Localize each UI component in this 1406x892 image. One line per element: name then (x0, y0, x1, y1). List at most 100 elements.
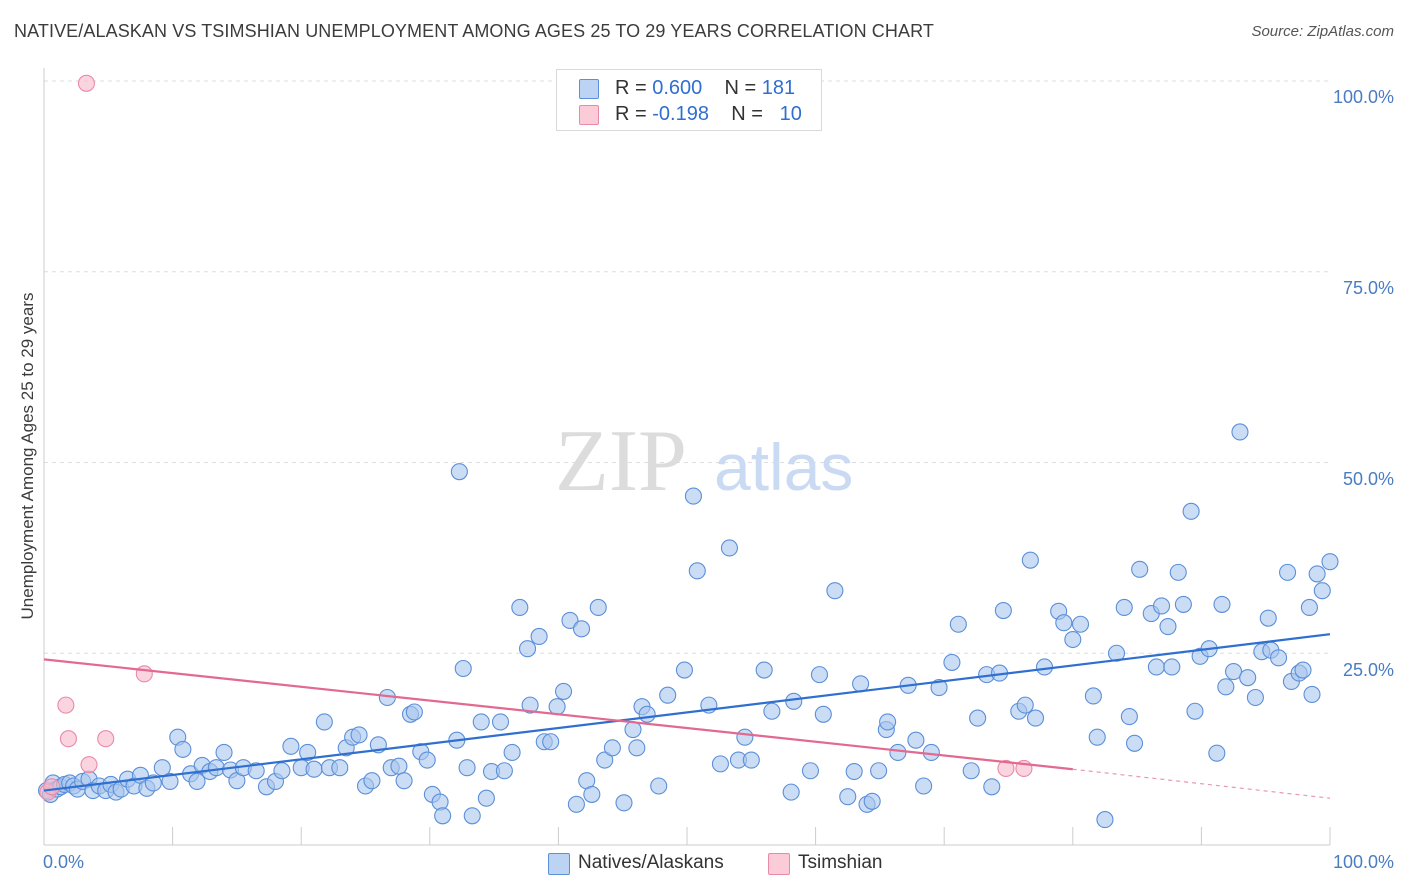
data-point (315, 713, 333, 731)
stats-legend-box: R = 0.600 N = 181 R = -0.198 N = 10 (556, 69, 822, 131)
data-point (1055, 614, 1073, 632)
data-point (247, 762, 265, 780)
data-point (77, 74, 95, 92)
data-point (331, 759, 349, 777)
data-point (59, 730, 77, 748)
data-point (477, 789, 495, 807)
data-point (1182, 502, 1200, 520)
data-point (1084, 687, 1102, 705)
blue-swatch-icon (579, 79, 599, 99)
data-point (736, 728, 754, 746)
data-point (144, 774, 162, 792)
data-point (1125, 734, 1144, 752)
data-point (826, 582, 844, 600)
data-point (43, 778, 61, 796)
data-point (949, 615, 967, 633)
data-point (97, 730, 115, 748)
pink-swatch-icon (768, 853, 790, 875)
data-point (1096, 811, 1114, 829)
series-tsimshian-points (39, 74, 1033, 801)
data-point (628, 739, 646, 757)
trend-line-natives (43, 633, 1331, 792)
data-point (458, 759, 476, 777)
data-point (1026, 709, 1045, 727)
watermark-atlas: atlas (714, 430, 853, 504)
data-point (863, 792, 881, 810)
data-point (521, 696, 539, 714)
data-point (215, 743, 233, 761)
data-point (282, 737, 300, 755)
r-label: R = (615, 77, 653, 99)
r-label: R = (615, 103, 653, 125)
watermark-zip: ZIP (555, 413, 687, 510)
data-point (801, 762, 820, 780)
data-point (1064, 630, 1082, 649)
data-point (684, 487, 702, 505)
data-point (1163, 658, 1181, 676)
data-point (1071, 615, 1090, 633)
data-point (454, 659, 472, 678)
data-point (530, 627, 548, 646)
data-point (1321, 553, 1339, 571)
data-point (1152, 597, 1171, 615)
data-point (463, 807, 481, 825)
blue-swatch-icon (548, 853, 570, 875)
data-point (561, 611, 579, 629)
data-point (638, 705, 656, 723)
data-point (1169, 563, 1187, 581)
x-tick-label: 0.0% (43, 852, 85, 872)
r-value: -0.198 (652, 103, 709, 125)
data-point (511, 598, 529, 617)
data-point (1225, 663, 1243, 681)
data-point (495, 762, 513, 780)
data-point (943, 653, 961, 671)
data-point (503, 743, 521, 761)
data-point (782, 783, 800, 801)
data-point (350, 726, 368, 744)
source-label: Source: ZipAtlas.com (1251, 23, 1394, 40)
data-point (418, 751, 436, 769)
data-point (1131, 560, 1149, 578)
data-point (135, 665, 153, 683)
data-point (1213, 595, 1231, 613)
data-point (1120, 708, 1138, 726)
data-point (405, 703, 423, 721)
data-point (615, 794, 633, 812)
data-point (80, 756, 98, 774)
data-point (994, 601, 1012, 620)
x-tick-label: 100.0% (1332, 852, 1394, 872)
y-tick-label: 75.0% (1342, 278, 1394, 298)
data-point (395, 772, 413, 790)
data-point (1300, 598, 1318, 617)
data-point (1147, 658, 1165, 676)
axes (43, 68, 1331, 846)
data-point (1270, 649, 1288, 667)
data-point (889, 743, 907, 761)
data-point (1294, 661, 1312, 679)
data-point (907, 731, 925, 749)
data-point (207, 759, 225, 777)
pink-swatch-icon (579, 105, 599, 125)
data-point (518, 640, 537, 658)
data-point (688, 562, 706, 580)
data-point (1246, 688, 1264, 707)
data-point (299, 743, 317, 761)
data-point (603, 739, 621, 757)
data-point (852, 675, 870, 693)
data-point (1259, 609, 1277, 627)
data-point (810, 666, 829, 684)
data-point (554, 682, 573, 700)
data-point (567, 795, 585, 813)
data-point (879, 713, 897, 731)
data-point (589, 598, 607, 617)
data-point (1035, 658, 1054, 676)
data-point (57, 696, 75, 714)
data-point (548, 698, 566, 716)
data-point (983, 778, 1001, 796)
data-point (1313, 582, 1331, 600)
y-tick-label: 25.0% (1342, 660, 1394, 680)
data-point (1279, 563, 1297, 581)
data-point (1208, 744, 1226, 762)
data-point (742, 751, 760, 769)
legend-label: Natives/Alaskans (578, 852, 724, 873)
